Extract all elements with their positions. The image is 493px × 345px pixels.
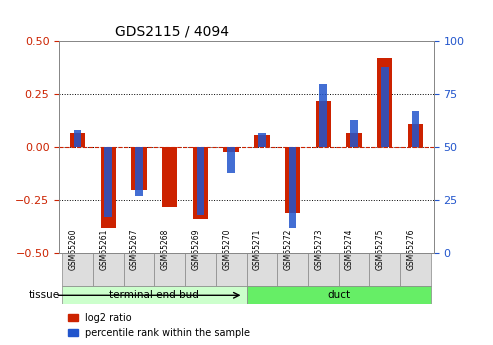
Text: GSM65267: GSM65267: [130, 229, 139, 270]
Bar: [101, 147, 116, 228]
Bar: [316, 101, 331, 147]
FancyBboxPatch shape: [216, 253, 246, 286]
Bar: [381, 67, 388, 147]
FancyBboxPatch shape: [246, 253, 277, 286]
Bar: [319, 84, 327, 147]
Text: GSM65276: GSM65276: [406, 229, 416, 270]
Text: GSM65270: GSM65270: [222, 229, 231, 270]
Text: GDS2115 / 4094: GDS2115 / 4094: [115, 25, 229, 39]
Text: GSM65269: GSM65269: [191, 229, 201, 270]
Text: GSM65272: GSM65272: [283, 229, 292, 270]
FancyBboxPatch shape: [277, 253, 308, 286]
FancyBboxPatch shape: [185, 253, 216, 286]
FancyBboxPatch shape: [62, 286, 246, 304]
FancyBboxPatch shape: [154, 253, 185, 286]
Bar: [162, 147, 177, 207]
Bar: [193, 147, 208, 219]
Text: GSM65271: GSM65271: [253, 229, 262, 270]
Text: GSM65261: GSM65261: [99, 229, 108, 270]
FancyBboxPatch shape: [339, 253, 369, 286]
Bar: [74, 130, 81, 147]
FancyBboxPatch shape: [369, 253, 400, 286]
Bar: [258, 132, 266, 147]
Bar: [223, 147, 239, 151]
Bar: [70, 132, 85, 147]
FancyBboxPatch shape: [246, 286, 431, 304]
Bar: [254, 135, 270, 147]
Text: GSM65273: GSM65273: [314, 229, 323, 270]
Text: tissue: tissue: [29, 290, 60, 300]
Bar: [377, 58, 392, 147]
Text: terminal end bud: terminal end bud: [109, 290, 199, 300]
Bar: [346, 132, 362, 147]
Text: GSM65274: GSM65274: [345, 229, 354, 270]
FancyBboxPatch shape: [124, 253, 154, 286]
Bar: [197, 147, 204, 215]
Bar: [135, 147, 143, 196]
Bar: [227, 147, 235, 173]
Text: GSM65275: GSM65275: [376, 229, 385, 270]
Text: GSM65268: GSM65268: [161, 229, 170, 270]
Bar: [289, 147, 296, 228]
FancyBboxPatch shape: [400, 253, 431, 286]
Bar: [412, 111, 419, 147]
FancyBboxPatch shape: [308, 253, 339, 286]
Bar: [105, 147, 112, 217]
Bar: [408, 124, 423, 147]
Legend: log2 ratio, percentile rank within the sample: log2 ratio, percentile rank within the s…: [64, 309, 254, 342]
Text: GSM65260: GSM65260: [69, 229, 77, 270]
Bar: [350, 120, 358, 147]
FancyBboxPatch shape: [93, 253, 124, 286]
Bar: [285, 147, 300, 213]
FancyBboxPatch shape: [62, 253, 93, 286]
Bar: [131, 147, 147, 190]
Text: duct: duct: [327, 290, 350, 300]
